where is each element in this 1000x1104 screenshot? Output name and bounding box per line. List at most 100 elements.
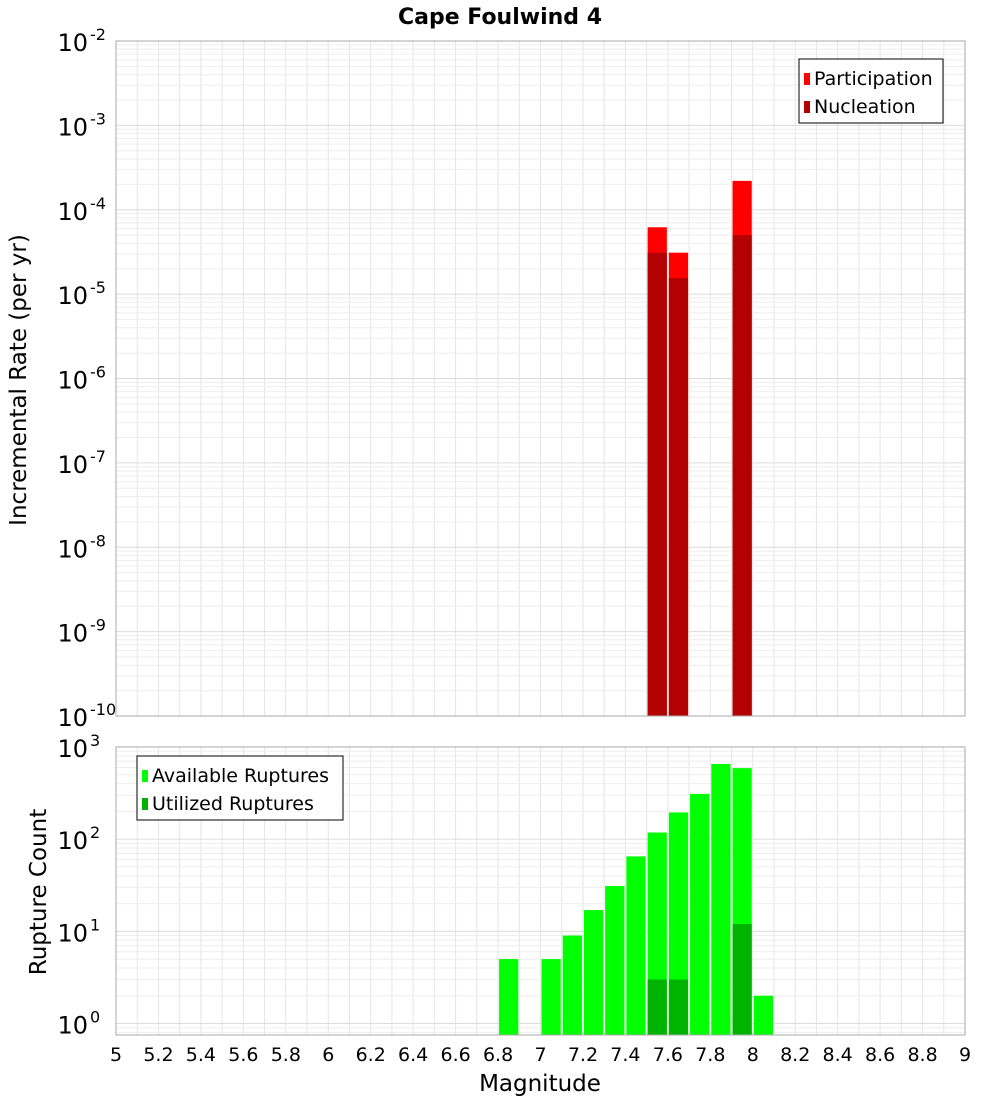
bottom-y-tick-exponent: 2 — [90, 823, 100, 842]
top-y-tick-exponent: -5 — [90, 278, 106, 297]
bottom-y-tick-exponent: 3 — [90, 731, 100, 750]
x-tick-label: 5.2 — [143, 1044, 173, 1066]
top-y-tick-exponent: -4 — [90, 194, 106, 213]
bottom-legend-swatch — [142, 770, 148, 782]
x-tick-label: 9 — [959, 1044, 971, 1066]
bottom-bar — [690, 793, 710, 1035]
x-tick-label: 5.6 — [228, 1044, 258, 1066]
bottom-legend-box — [136, 755, 344, 821]
top-y-tick-base: 10 — [57, 29, 88, 57]
bottom-bar — [541, 959, 561, 1035]
x-axis-label: Magnitude — [479, 1071, 601, 1097]
bottom-legend-swatch — [142, 798, 148, 810]
bottom-bar — [626, 856, 646, 1035]
top-y-tick-label: 10 -5 — [57, 278, 106, 310]
top-y-tick-label: 10 -4 — [57, 194, 106, 226]
bottom-y-tick-base: 10 — [57, 1011, 88, 1039]
top-y-tick-exponent: -8 — [90, 531, 106, 550]
bottom-legend-label: Available Ruptures — [152, 765, 329, 787]
bottom-bar — [605, 886, 625, 1035]
top-y-tick-base: 10 — [57, 704, 88, 732]
top-y-tick-base: 10 — [57, 620, 88, 648]
x-tick-label: 5.4 — [186, 1044, 216, 1066]
bottom-y-tick-exponent: 1 — [90, 915, 100, 934]
top-legend-swatch — [804, 73, 810, 85]
bottom-y-tick-base: 10 — [57, 919, 88, 947]
bottom-bar — [647, 979, 667, 1035]
x-tick-label: 7.4 — [610, 1044, 640, 1066]
bottom-y-axis-label: Rupture Count — [26, 809, 52, 975]
x-tick-label: 6.8 — [483, 1044, 513, 1066]
top-bar — [647, 252, 667, 716]
top-y-tick-base: 10 — [57, 113, 88, 141]
top-y-tick-base: 10 — [57, 451, 88, 479]
top-y-tick-label: 10 -10 — [57, 700, 116, 732]
top-y-tick-base: 10 — [57, 282, 88, 310]
x-tick-label: 8.6 — [865, 1044, 895, 1066]
top-y-axis-label: Incremental Rate (per yr) — [6, 234, 32, 526]
bottom-y-tick-label: 10 3 — [57, 731, 100, 763]
top-plot-frame — [115, 40, 966, 717]
bottom-legend-label: Utilized Ruptures — [152, 793, 314, 815]
bottom-bar — [711, 763, 731, 1035]
x-tick-label: 8.8 — [907, 1044, 937, 1066]
bottom-y-tick-base: 10 — [57, 735, 88, 763]
top-y-tick-exponent: -6 — [90, 363, 106, 382]
x-tick-label: 7 — [534, 1044, 546, 1066]
top-legend-box — [798, 58, 944, 124]
top-series-2 — [647, 235, 752, 716]
top-y-tick-base: 10 — [57, 367, 88, 395]
x-tick-label: 8.2 — [780, 1044, 810, 1066]
bottom-bar — [583, 910, 604, 1035]
top-grid — [115, 41, 966, 717]
x-tick-label: 8.4 — [823, 1044, 853, 1066]
bottom-y-tick-exponent: 0 — [90, 1007, 100, 1026]
bottom-bar — [562, 935, 582, 1035]
top-legend-label: Participation — [814, 68, 933, 90]
top-y-tick-exponent: -7 — [90, 447, 106, 466]
top-legend-label: Nucleation — [814, 96, 916, 118]
x-tick-label: 7.8 — [695, 1044, 725, 1066]
top-y-tick-label: 10 -3 — [57, 109, 106, 141]
bottom-bar — [499, 959, 519, 1035]
bottom-plot-area: 10 010 110 210 35 5.2 5.4 5.6 5.8 6 6.2 6.4 6.6 6.8 7 7… — [57, 731, 971, 1066]
x-tick-label: 5.8 — [271, 1044, 301, 1066]
x-tick-label: 6 — [322, 1044, 334, 1066]
bottom-y-tick-label: 10 2 — [57, 823, 100, 855]
top-y-tick-exponent: -10 — [90, 700, 116, 719]
top-y-tick-label: 10 -2 — [57, 25, 106, 57]
bottom-y-tick-base: 10 — [57, 827, 88, 855]
x-tick-label: 7.2 — [568, 1044, 598, 1066]
bottom-bar — [668, 979, 689, 1035]
x-tick-label: 7.6 — [653, 1044, 683, 1066]
x-tick-label: 6.4 — [398, 1044, 428, 1066]
bottom-series-2 — [647, 924, 752, 1035]
bottom-legend: Available Ruptures Utilized Ruptures — [136, 755, 344, 821]
bottom-bar — [668, 812, 689, 1035]
bottom-bar — [753, 995, 773, 1035]
top-legend: Participation Nucleation — [798, 58, 944, 124]
top-y-tick-exponent: -2 — [90, 25, 106, 44]
x-tick-label: 5 — [110, 1044, 122, 1066]
top-y-tick-label: 10 -7 — [57, 447, 106, 479]
top-y-tick-exponent: -3 — [90, 109, 106, 128]
top-y-tick-label: 10 -9 — [57, 616, 106, 648]
top-y-tick-label: 10 -8 — [57, 531, 106, 563]
bottom-y-tick-label: 10 1 — [57, 915, 100, 947]
bottom-plot-frame — [115, 746, 966, 1036]
x-tick-label: 8 — [747, 1044, 759, 1066]
top-y-tick-base: 10 — [57, 535, 88, 563]
top-y-tick-base: 10 — [57, 198, 88, 226]
top-bar — [668, 278, 689, 716]
x-tick-label: 6.2 — [356, 1044, 386, 1066]
x-tick-label: 6.6 — [440, 1044, 470, 1066]
top-bar — [732, 235, 752, 716]
bottom-y-tick-label: 10 0 — [57, 1007, 100, 1039]
chart-title: Cape Foulwind 4 — [398, 5, 602, 30]
top-y-tick-label: 10 -6 — [57, 363, 106, 395]
top-legend-swatch — [804, 101, 810, 113]
bottom-bar — [732, 924, 752, 1035]
